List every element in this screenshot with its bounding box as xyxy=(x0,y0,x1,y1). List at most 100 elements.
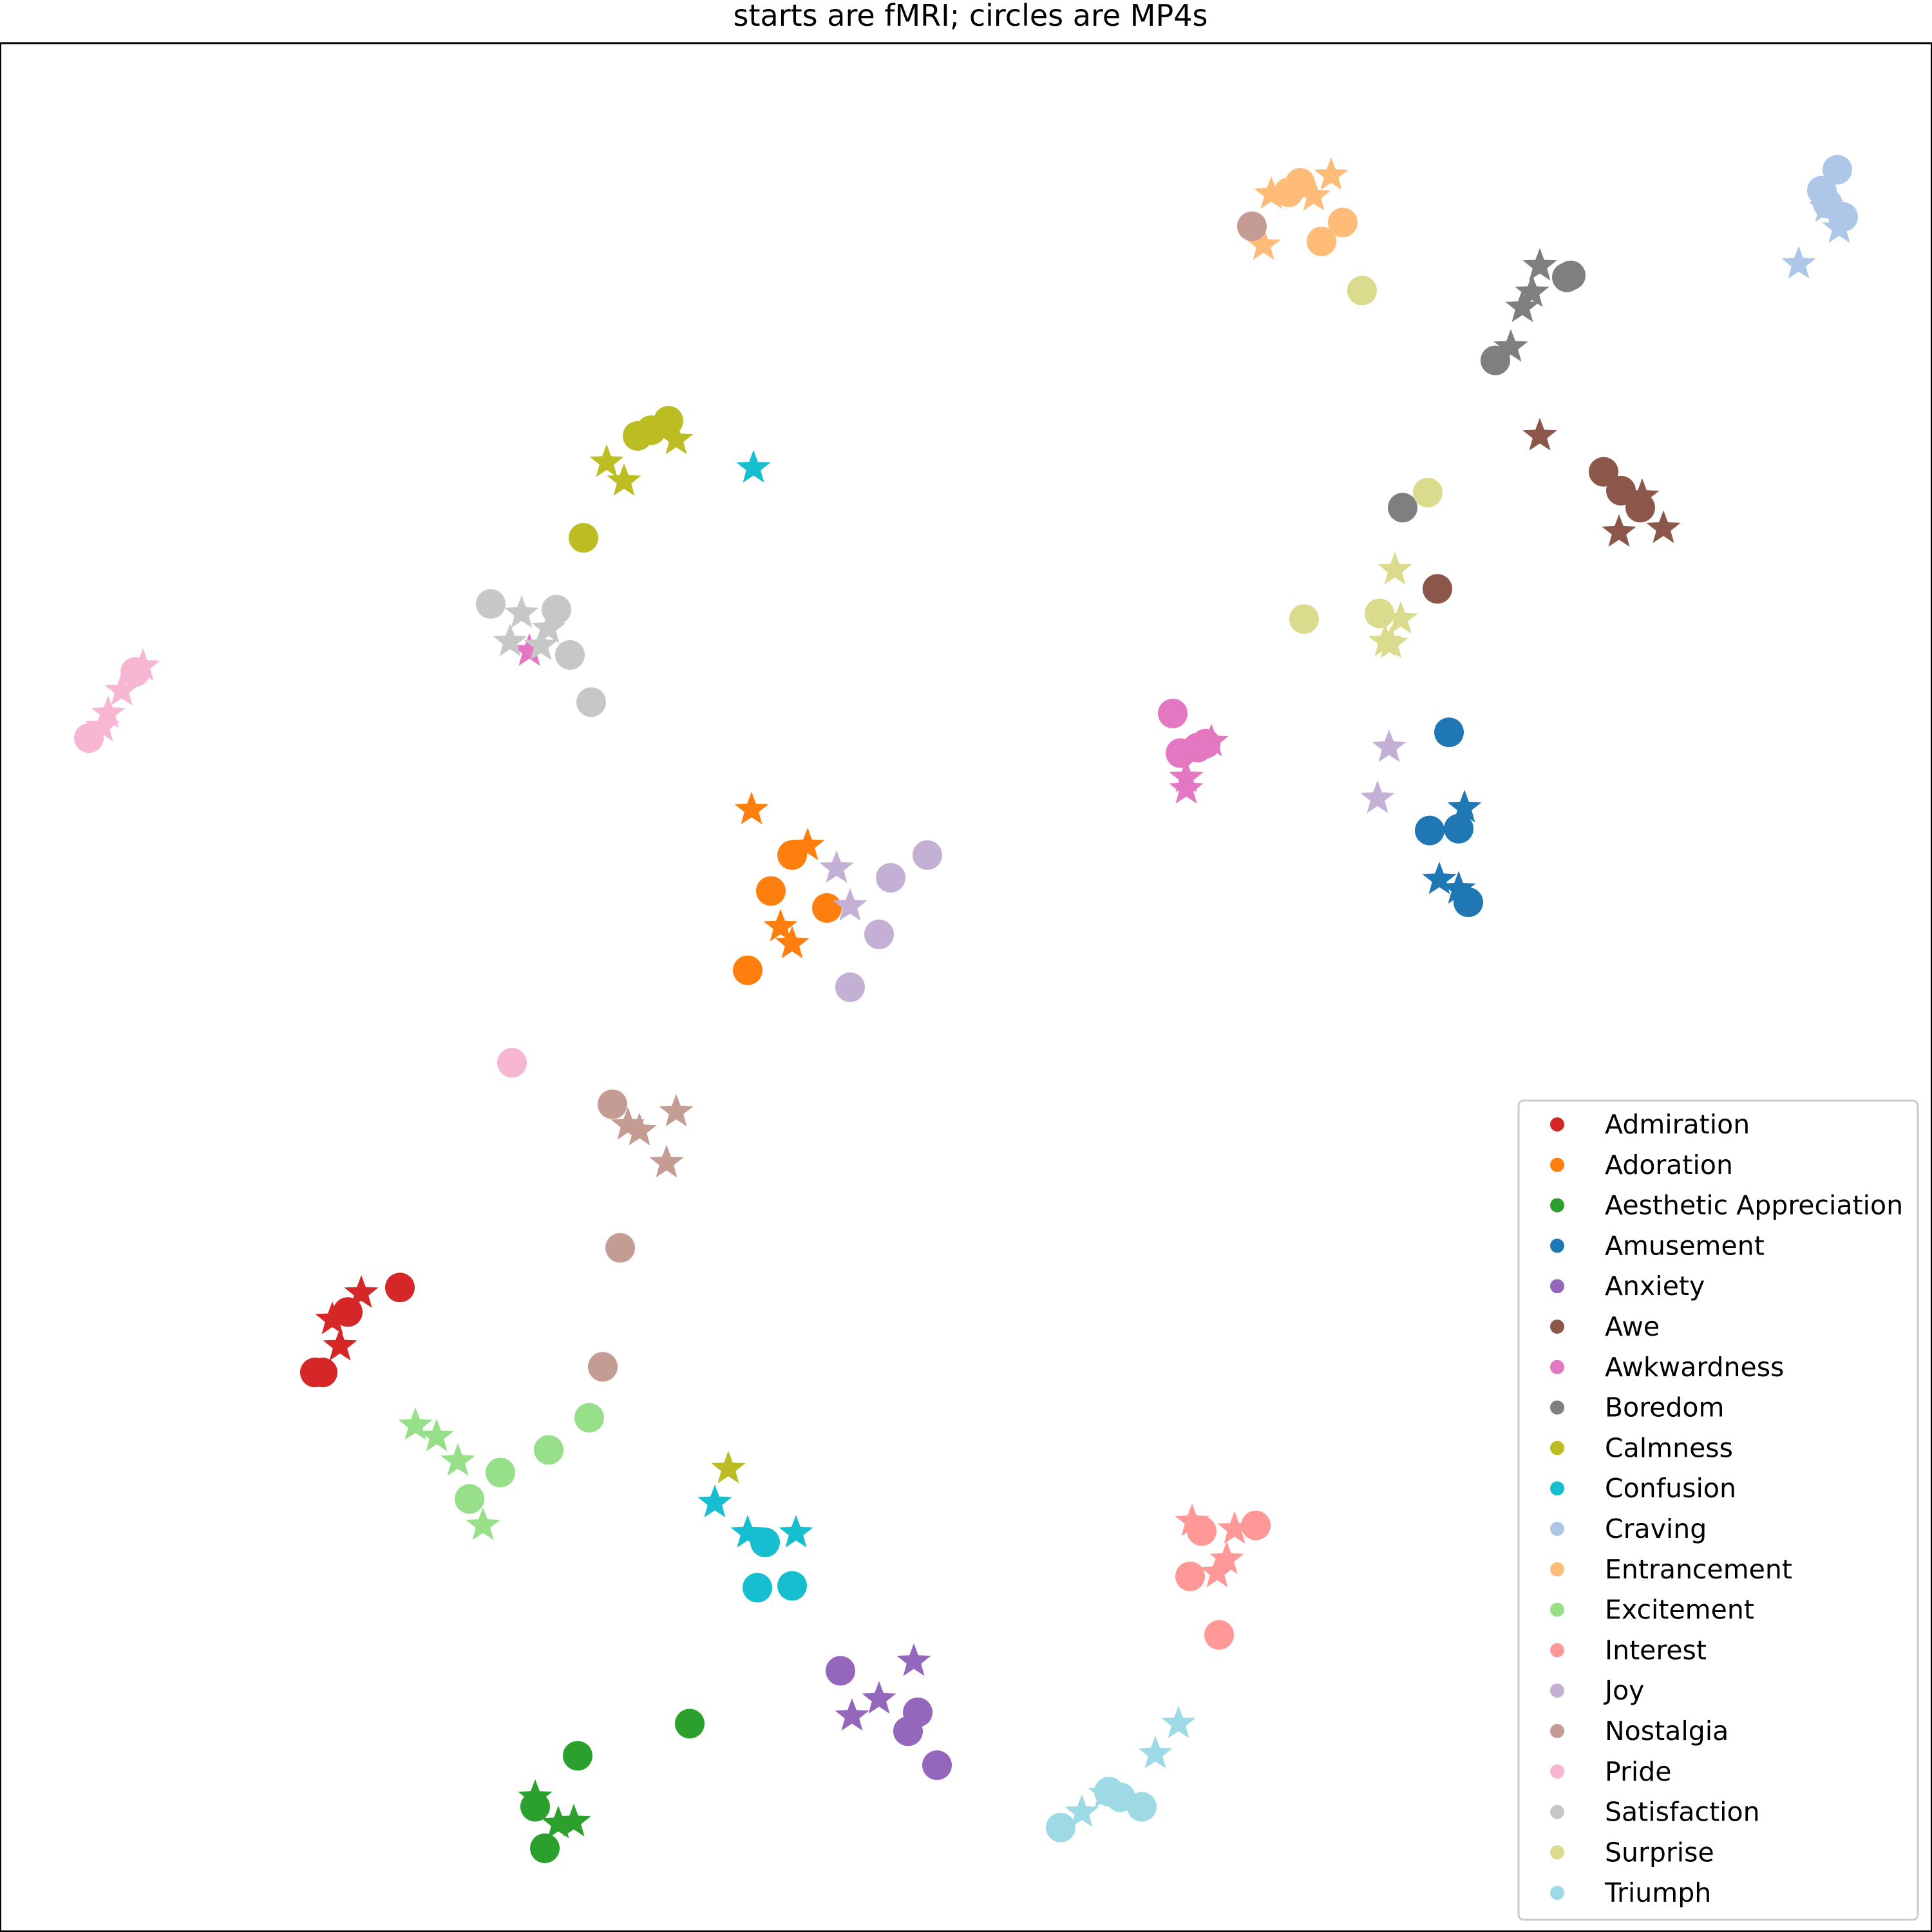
mp4-point xyxy=(893,1716,923,1747)
legend-marker xyxy=(1550,1441,1564,1455)
legend-label: Nostalgia xyxy=(1605,1716,1728,1747)
mp4-point xyxy=(1444,813,1473,844)
fmri-point xyxy=(763,909,798,942)
mp4-point xyxy=(1307,226,1336,256)
mp4-point xyxy=(835,972,865,1002)
fmri-point xyxy=(1808,189,1843,222)
fmri-point xyxy=(862,1681,896,1714)
mp4-point xyxy=(1434,717,1464,748)
mp4-point xyxy=(623,421,652,451)
legend-label: Aesthetic Appreciation xyxy=(1605,1190,1903,1221)
fmri-point xyxy=(1175,1503,1209,1537)
legend-label: Excitement xyxy=(1605,1595,1754,1625)
legend-marker xyxy=(1550,1198,1564,1213)
mp4-point xyxy=(308,1358,337,1388)
fmri-point xyxy=(504,595,539,629)
mp4-point xyxy=(1589,457,1618,487)
mp4-point xyxy=(743,1573,772,1603)
fmri-point xyxy=(1646,510,1681,544)
mp4-point xyxy=(574,1403,604,1433)
mp4-point xyxy=(1237,211,1267,242)
legend-marker xyxy=(1550,1724,1564,1738)
fmri-point xyxy=(315,1302,350,1334)
series-surprise xyxy=(1289,276,1443,658)
fmri-point xyxy=(518,1779,553,1812)
legend-marker xyxy=(1550,1764,1564,1779)
mp4-point xyxy=(605,1233,635,1263)
series-amusement xyxy=(1415,717,1483,918)
fmri-point xyxy=(775,925,810,959)
mp4-point xyxy=(588,1352,618,1382)
mp4-point xyxy=(777,1571,807,1601)
legend: Admiration Adoration Aesthetic Appreciatio… xyxy=(1517,1099,1919,1921)
fmri-point xyxy=(104,672,139,706)
mp4-point xyxy=(385,1273,415,1303)
mp4-point xyxy=(1823,155,1852,185)
chart-title: starts are fMRI; circles are MP4s xyxy=(734,0,1208,33)
mp4-point xyxy=(750,1528,780,1558)
mp4-point xyxy=(1274,177,1303,207)
fmri-point xyxy=(659,1094,694,1127)
fmri-point xyxy=(1441,871,1476,904)
fmri-point xyxy=(531,610,566,643)
fmri-point xyxy=(736,450,771,483)
fmri-point xyxy=(1522,417,1557,451)
fmri-point xyxy=(466,1507,500,1540)
mp4-point xyxy=(1046,1812,1075,1842)
legend-label: Adoration xyxy=(1605,1150,1733,1180)
legend-label: Awe xyxy=(1605,1311,1660,1342)
mp4-point xyxy=(1415,815,1444,846)
series-calmness xyxy=(569,406,746,1484)
fmri-point xyxy=(1209,1541,1244,1574)
legend-frame xyxy=(1517,1099,1919,1921)
mp4-point xyxy=(1204,1620,1234,1650)
series-interest xyxy=(1175,1503,1271,1650)
points-layer xyxy=(74,155,1858,1863)
fmri-point xyxy=(607,463,641,496)
mp4-point xyxy=(876,862,905,893)
mp4-point xyxy=(1388,493,1417,523)
series-awe xyxy=(1423,417,1681,604)
mp4-point xyxy=(1328,207,1358,238)
mp4-point xyxy=(733,955,762,985)
series-adoration xyxy=(733,791,842,985)
series-entrancement xyxy=(1246,157,1358,260)
mp4-point xyxy=(1158,698,1188,728)
fmri-point xyxy=(85,708,120,741)
fmri-point xyxy=(126,648,160,681)
fmri-point xyxy=(541,1805,576,1839)
legend-label: Anxiety xyxy=(1605,1271,1705,1302)
mp4-point xyxy=(497,1048,527,1078)
series-satisfaction xyxy=(476,589,606,717)
series-nostalgia xyxy=(588,211,1267,1382)
mp4-point xyxy=(555,639,585,670)
legend-label: Surprise xyxy=(1605,1837,1714,1868)
mp4-point xyxy=(1552,262,1582,292)
mp4-point xyxy=(530,1833,560,1863)
fmri-point xyxy=(896,1643,931,1676)
fmri-point xyxy=(1625,478,1660,511)
fmri-point xyxy=(622,1112,657,1146)
fmri-point xyxy=(1254,176,1289,209)
fmri-point xyxy=(1822,210,1857,243)
fmri-point xyxy=(1314,157,1349,190)
legend-label: Amusement xyxy=(1605,1230,1765,1261)
fmri-point xyxy=(589,444,624,477)
legend-marker xyxy=(1550,1886,1564,1900)
mp4-point xyxy=(826,1656,855,1686)
fmri-point xyxy=(1217,1511,1252,1544)
fmri-point xyxy=(1200,1554,1235,1587)
mp4-point xyxy=(598,1089,627,1119)
fmri-point xyxy=(1169,771,1204,804)
legend-marker xyxy=(1550,1481,1564,1496)
legend-label: Admiration xyxy=(1605,1109,1750,1140)
fmri-point xyxy=(833,887,867,921)
fmri-point xyxy=(1505,289,1540,323)
mp4-point xyxy=(777,840,807,870)
fmri-point xyxy=(1374,625,1408,658)
fmri-point xyxy=(1378,552,1412,585)
fmri-point xyxy=(91,695,126,728)
fmri-point xyxy=(1138,1736,1173,1768)
fmri-point xyxy=(512,633,547,666)
